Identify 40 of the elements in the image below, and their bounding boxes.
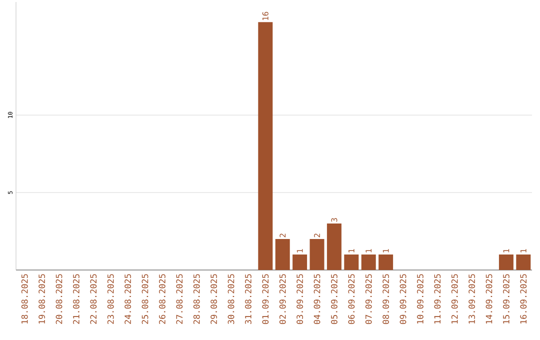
bar — [292, 254, 308, 270]
x-tick-label: 08.09.2025 — [382, 274, 390, 324]
x-tick-label: 25.08.2025 — [142, 274, 148, 324]
x-tick-label: 04.09.2025 — [314, 274, 320, 324]
x-tick-label: 31.08.2025 — [245, 274, 252, 324]
x-tick-label: 26.08.2025 — [159, 274, 166, 324]
x-tick-label: 09.09.2025 — [400, 274, 406, 324]
x-tick-label: 05.09.2025 — [331, 274, 338, 324]
x-tick-label: 22.08.2025 — [90, 274, 97, 324]
bar — [310, 239, 324, 270]
x-tick-label: 12.09.2025 — [451, 274, 458, 324]
x-tick-label: 18.08.2025 — [21, 274, 28, 324]
x-tick-label: 16.09.2025 — [520, 274, 527, 324]
x-tick-label: 06.09.2025 — [348, 274, 355, 324]
x-tick-label: 23.08.2025 — [107, 274, 114, 324]
x-tick-label: 28.08.2025 — [193, 274, 200, 324]
bar — [275, 239, 290, 270]
x-tick-label: 07.09.2025 — [365, 274, 372, 324]
bar — [326, 224, 342, 270]
bar — [258, 22, 273, 270]
bar — [344, 254, 359, 270]
bar — [516, 254, 531, 270]
x-tick-label: 03.09.2025 — [296, 274, 304, 324]
bar — [378, 254, 394, 270]
x-tick-label: 14.09.2025 — [486, 274, 492, 324]
bar — [361, 254, 376, 270]
x-tick-label: 19.08.2025 — [38, 274, 46, 324]
x-tick-label: 24.08.2025 — [124, 274, 132, 324]
x-tick-label: 01.09.2025 — [262, 274, 269, 324]
bar — [498, 254, 514, 270]
x-tick-label: 30.08.2025 — [228, 274, 234, 324]
x-tick-label: 02.09.2025 — [279, 274, 286, 324]
x-tick-label: 29.08.2025 — [210, 274, 218, 324]
x-tick-label: 11.09.2025 — [434, 274, 441, 324]
x-tick-label: 15.09.2025 — [503, 274, 510, 324]
x-tick-label: 21.08.2025 — [73, 274, 80, 324]
x-tick-label: 27.08.2025 — [176, 274, 183, 324]
x-tick-label: 20.08.2025 — [56, 274, 62, 324]
x-tick-label: 13.09.2025 — [468, 274, 476, 324]
x-tick-label: 10.09.2025 — [417, 274, 424, 324]
